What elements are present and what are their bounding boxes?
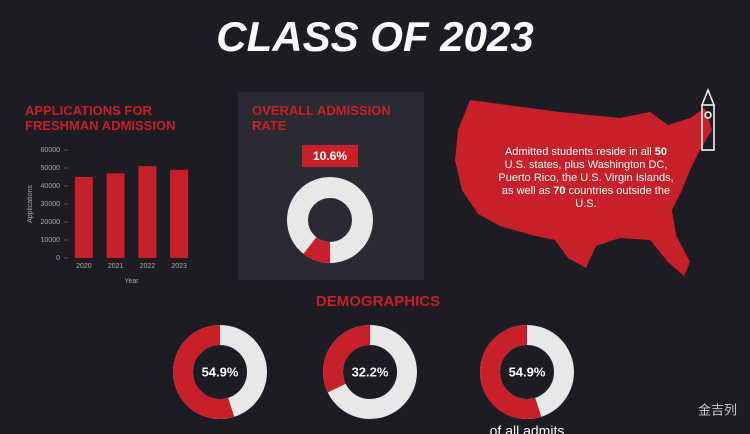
value-label: 54.9% <box>509 364 546 379</box>
chart-title: OVERALL ADMISSION RATE <box>252 103 391 133</box>
label-box <box>302 145 358 167</box>
chart-title: DEMOGRAPHICS <box>316 293 440 310</box>
note-text: Admitted students reside in all <box>504 146 655 158</box>
note-text: U.S. states, plus Washington DC, Puerto … <box>498 159 674 197</box>
note-number: 50 <box>654 146 668 158</box>
y-axis-label: Applications <box>27 185 34 223</box>
y-tick-label: 30000 <box>41 201 61 208</box>
x-axis-label: Year <box>124 278 139 285</box>
donut-slice <box>480 325 542 419</box>
value-label: 54.9% <box>202 364 239 379</box>
y-tick-label: 40000 <box>41 183 61 190</box>
bar <box>106 173 125 258</box>
donut-slice <box>173 325 235 419</box>
x-tick-label: 2021 <box>108 263 124 270</box>
chart-title: APPLICATIONS FOR FRESHMAN ADMISSION <box>25 103 175 133</box>
value-label: 32.2% <box>352 364 389 379</box>
donut-slice <box>303 237 330 263</box>
value-label: 10.6% <box>313 149 347 163</box>
y-tick-label: 50000 <box>41 165 61 172</box>
map-note: Admitted students reside in all 50 U.S. … <box>498 146 674 211</box>
x-tick-label: 2023 <box>171 263 187 270</box>
note-number: 70 <box>553 185 566 197</box>
bar <box>170 169 189 258</box>
y-tick-label: 60000 <box>41 147 61 154</box>
y-tick-label: 0 <box>56 255 60 262</box>
y-tick-label: 10000 <box>41 237 61 244</box>
note-text: countries outside the U.S. <box>565 185 671 210</box>
donut-slice <box>323 325 370 393</box>
watermark: 金吉列 <box>698 402 737 417</box>
us-map <box>455 100 712 276</box>
bar <box>138 166 157 258</box>
x-tick-label: 2020 <box>76 263 92 270</box>
caption: of all admits <box>490 423 565 434</box>
x-tick-label: 2022 <box>140 263 156 270</box>
tower-icon <box>701 87 715 151</box>
bar <box>74 177 93 258</box>
y-tick-label: 20000 <box>41 219 61 226</box>
page-title: CLASS OF 2023 <box>216 13 533 60</box>
